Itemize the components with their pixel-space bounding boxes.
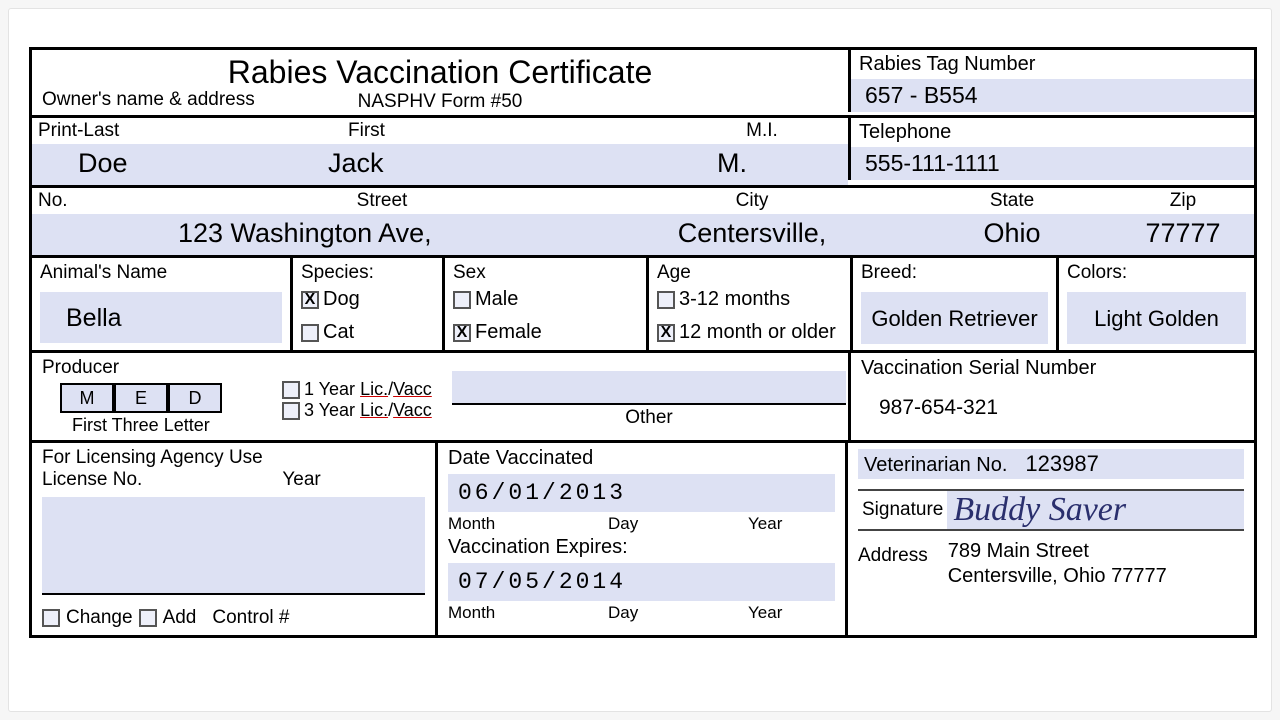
serial-value[interactable]: 987-654-321: [861, 380, 1244, 426]
control-label: Control #: [212, 607, 289, 629]
serial-label: Vaccination Serial Number: [861, 357, 1244, 380]
vet-address-line2: Centersville, Ohio 77777: [948, 565, 1167, 587]
addr-zip-value[interactable]: 77777: [1112, 214, 1254, 255]
last-value[interactable]: Doe: [32, 144, 322, 185]
change-label: Change: [66, 607, 133, 629]
day-label-1: Day: [608, 514, 748, 534]
breed-value[interactable]: Golden Retriever: [861, 292, 1048, 344]
animal-name-value[interactable]: Bella: [40, 292, 282, 343]
vet-address-value[interactable]: 789 Main Street Centersville, Ohio 77777: [948, 539, 1167, 589]
producer-letter-1[interactable]: M: [60, 383, 114, 413]
addr-no-label: No.: [32, 188, 172, 214]
vet-no-label: Veterinarian No.: [864, 454, 1007, 477]
other-label: Other: [452, 407, 846, 429]
animal-name-label: Animal's Name: [40, 262, 282, 284]
vet-address-line1: 789 Main Street: [948, 540, 1089, 562]
form-title: Rabies Vaccination Certificate: [42, 54, 838, 91]
owners-label: Owner's name & address: [42, 89, 255, 111]
licensing-field[interactable]: [42, 497, 425, 595]
mi-value[interactable]: M.: [622, 144, 848, 185]
signature-value[interactable]: Buddy Saver: [947, 491, 1244, 529]
vet-address-label: Address: [858, 539, 928, 589]
last-label: Print-Last: [32, 118, 322, 144]
age-3-12-checkbox[interactable]: [657, 291, 675, 309]
date-vaccinated-label: Date Vaccinated: [448, 447, 835, 470]
mi-label: M.I.: [622, 118, 848, 144]
add-label: Add: [163, 607, 197, 629]
producer-letter-3[interactable]: D: [168, 383, 222, 413]
sex-label: Sex: [453, 262, 638, 284]
age-12-plus-label: 12 month or older: [679, 321, 836, 344]
colors-label: Colors:: [1067, 262, 1246, 284]
age-label: Age: [657, 262, 842, 284]
licensing-heading: For Licensing Agency Use: [42, 447, 425, 469]
phone-value[interactable]: 555-111-1111: [851, 147, 1254, 180]
phone-label: Telephone: [851, 118, 1254, 147]
colors-value[interactable]: Light Golden: [1067, 292, 1246, 344]
addr-state-label: State: [912, 188, 1112, 214]
species-dog-label: Dog: [323, 288, 360, 311]
expires-value[interactable]: 07/05/2014: [448, 563, 835, 601]
add-checkbox[interactable]: [139, 609, 157, 627]
first-value[interactable]: Jack: [322, 144, 622, 185]
rabies-tag-value[interactable]: 657 - B554: [851, 79, 1254, 112]
rabies-tag-label: Rabies Tag Number: [851, 50, 1254, 79]
license-no-label: License No.: [42, 469, 142, 491]
year-label-1: Year: [748, 514, 782, 534]
addr-street-value[interactable]: 123 Washington Ave,: [172, 214, 592, 255]
species-cat-label: Cat: [323, 321, 354, 344]
sex-female-checkbox[interactable]: X: [453, 324, 471, 342]
vet-no-value[interactable]: 123987: [1025, 451, 1098, 477]
signature-label: Signature: [858, 499, 947, 521]
species-dog-checkbox[interactable]: X: [301, 291, 319, 309]
addr-city-value[interactable]: Centersville,: [592, 214, 912, 255]
addr-no-value[interactable]: [32, 214, 172, 255]
sex-female-label: Female: [475, 321, 542, 344]
other-field[interactable]: [452, 371, 846, 405]
age-3-12-label: 3-12 months: [679, 288, 790, 311]
species-cat-checkbox[interactable]: [301, 324, 319, 342]
addr-city-label: City: [592, 188, 912, 214]
addr-street-label: Street: [172, 188, 592, 214]
first-label: First: [322, 118, 622, 144]
species-label: Species:: [301, 262, 434, 284]
month-label-1: Month: [448, 514, 608, 534]
sex-male-label: Male: [475, 288, 518, 311]
producer-letter-2[interactable]: E: [114, 383, 168, 413]
addr-zip-label: Zip: [1112, 188, 1254, 214]
paper: Rabies Vaccination Certificate NASPHV Fo…: [8, 8, 1272, 712]
breed-label: Breed:: [861, 262, 1048, 284]
license-year-label: Year: [282, 469, 320, 491]
lic-1yr-checkbox[interactable]: [282, 381, 300, 399]
day-label-2: Day: [608, 603, 748, 623]
change-checkbox[interactable]: [42, 609, 60, 627]
date-vaccinated-value[interactable]: 06/01/2013: [448, 474, 835, 512]
certificate-form: Rabies Vaccination Certificate NASPHV Fo…: [29, 47, 1257, 638]
addr-state-value[interactable]: Ohio: [912, 214, 1112, 255]
sex-male-checkbox[interactable]: [453, 291, 471, 309]
year-label-2: Year: [748, 603, 782, 623]
lic-3yr-checkbox[interactable]: [282, 402, 300, 420]
expires-label: Vaccination Expires:: [448, 536, 835, 559]
age-12-plus-checkbox[interactable]: X: [657, 324, 675, 342]
month-label-2: Month: [448, 603, 608, 623]
